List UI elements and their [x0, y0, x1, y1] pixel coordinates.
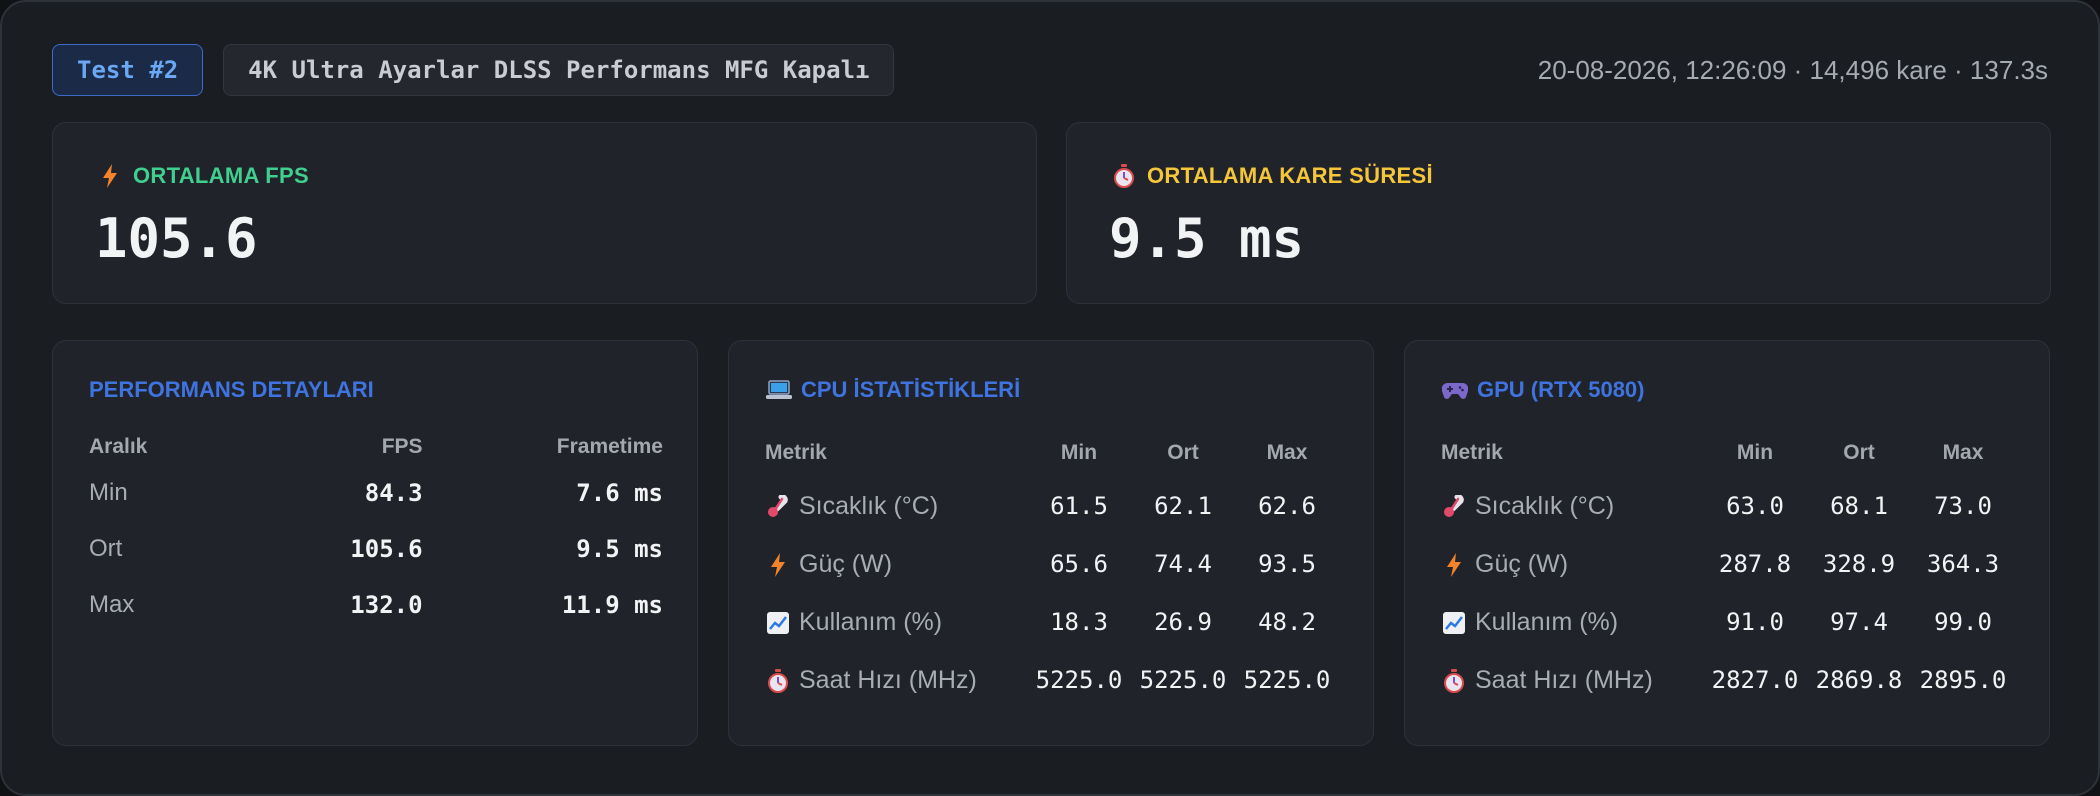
cpu-stats-title: CPU İSTATİSTİKLERİ: [765, 377, 1020, 403]
performance-details-panel: PERFORMANS DETAYLARI Aralık FPS Frametim…: [52, 340, 698, 746]
min-value: 91.0: [1726, 608, 1784, 636]
table-row: Sıcaklık (°C) 63.0 68.1 73.0: [1441, 477, 2015, 535]
performance-table: Aralık FPS Frametime Min 84.3 7.6 ms Ort…: [89, 429, 663, 633]
avg-fps-title: ORTALAMA FPS: [97, 163, 309, 189]
gpu-stats-label: GPU (RTX 5080): [1477, 377, 1645, 402]
table-row: Kullanım (%) 18.3 26.9 48.2: [765, 593, 1339, 651]
max-value: 364.3: [1926, 550, 2000, 578]
metric-label: Güç (W): [1475, 549, 1569, 578]
avg-fps-card: ORTALAMA FPS 105.6: [52, 122, 1037, 304]
bolt-icon: [97, 163, 123, 189]
min-value: 18.3: [1050, 608, 1108, 636]
row-label: Min: [89, 479, 128, 506]
table-row: Ort 105.6 9.5 ms: [89, 521, 663, 577]
cpu-stats-panel: CPU İSTATİSTİKLERİ Metrik Min Ort Max Sı…: [728, 340, 1374, 746]
max-value: 48.2: [1258, 608, 1316, 636]
table-row: Güç (W) 287.8 328.9 364.3: [1441, 535, 2015, 593]
avg-value: 2869.8: [1815, 666, 1903, 694]
avg-value: 74.4: [1154, 550, 1212, 578]
cpu-stats-label: CPU İSTATİSTİKLERİ: [801, 377, 1021, 402]
avg-frametime-title: ORTALAMA KARE SÜRESİ: [1111, 163, 1433, 189]
min-value: 287.8: [1718, 550, 1792, 578]
stopwatch-icon: [1441, 668, 1467, 694]
fps-value: 84.3: [364, 479, 423, 507]
column-header-metric: Metrik: [765, 441, 827, 464]
avg-fps-label: ORTALAMA FPS: [133, 163, 309, 188]
table-row: Saat Hızı (MHz) 5225.0 5225.0 5225.0: [765, 651, 1339, 709]
frametime-value: 9.5 ms: [576, 535, 663, 563]
gpu-stats-title: GPU (RTX 5080): [1441, 377, 1645, 403]
min-value: 2827.0: [1711, 666, 1799, 694]
avg-value: 26.9: [1154, 608, 1212, 636]
table-row: Güç (W) 65.6 74.4 93.5: [765, 535, 1339, 593]
frametime-value: 7.6 ms: [576, 479, 663, 507]
gamepad-icon: [1441, 377, 1469, 403]
avg-value: 5225.0: [1139, 666, 1227, 694]
metric-label: Sıcaklık (°C): [1475, 491, 1615, 520]
metric-label: Güç (W): [799, 549, 893, 578]
avg-value: 97.4: [1830, 608, 1888, 636]
avg-frametime-value: 9.5 ms: [1109, 207, 1305, 270]
max-value: 73.0: [1934, 492, 1992, 520]
test-badge[interactable]: Test #2: [52, 44, 204, 96]
bolt-icon: [1441, 552, 1467, 578]
avg-frametime-card: ORTALAMA KARE SÜRESİ 9.5 ms: [1066, 122, 2051, 304]
metric-label: Saat Hızı (MHz): [799, 665, 977, 694]
avg-frametime-label: ORTALAMA KARE SÜRESİ: [1147, 163, 1433, 188]
column-header-fps: FPS: [381, 435, 423, 458]
max-value: 5225.0: [1243, 666, 1331, 694]
test-name-label: 4K Ultra Ayarlar DLSS Performans MFG Kap…: [223, 44, 895, 96]
gpu-stats-table: Metrik Min Ort Max Sıcaklık (°C) 63.0 68…: [1441, 429, 2015, 709]
gpu-stats-panel: GPU (RTX 5080) Metrik Min Ort Max Sıcakl…: [1404, 340, 2050, 746]
table-row: Max 132.0 11.9 ms: [89, 577, 663, 633]
column-header-avg: Ort: [1167, 441, 1199, 464]
bolt-icon: [765, 552, 791, 578]
max-value: 62.6: [1258, 492, 1316, 520]
metric-label: Sıcaklık (°C): [799, 491, 939, 520]
min-value: 61.5: [1050, 492, 1108, 520]
fps-value: 105.6: [350, 535, 423, 563]
thermometer-icon: [765, 494, 791, 520]
metric-label: Kullanım (%): [799, 607, 943, 636]
row-label: Max: [89, 591, 135, 618]
table-row: Min 84.3 7.6 ms: [89, 465, 663, 521]
max-value: 2895.0: [1919, 666, 2007, 694]
column-header-max: Max: [1942, 441, 1984, 464]
column-header-avg: Ort: [1843, 441, 1875, 464]
metric-label: Saat Hızı (MHz): [1475, 665, 1653, 694]
column-header-metric: Metrik: [1441, 441, 1503, 464]
test-meta: 20-08-2026, 12:26:09 · 14,496 kare · 137…: [1537, 54, 2048, 85]
fps-value: 132.0: [350, 591, 423, 619]
header-bar: Test #2 4K Ultra Ayarlar DLSS Performans…: [52, 44, 2048, 96]
column-header-min: Min: [1060, 441, 1098, 464]
column-header-max: Max: [1266, 441, 1308, 464]
table-row: Sıcaklık (°C) 61.5 62.1 62.6: [765, 477, 1339, 535]
cpu-stats-table: Metrik Min Ort Max Sıcaklık (°C) 61.5 62…: [765, 429, 1339, 709]
chart-icon: [765, 610, 791, 636]
metric-label: Kullanım (%): [1475, 607, 1619, 636]
avg-value: 62.1: [1154, 492, 1212, 520]
stopwatch-icon: [765, 668, 791, 694]
row-label: Ort: [89, 535, 123, 562]
avg-fps-value: 105.6: [95, 207, 258, 270]
column-header-range: Aralık: [89, 435, 148, 458]
column-header-frametime: Frametime: [556, 435, 663, 458]
performance-details-title: PERFORMANS DETAYLARI: [89, 377, 374, 402]
column-header-min: Min: [1736, 441, 1774, 464]
max-value: 99.0: [1934, 608, 1992, 636]
thermometer-icon: [1441, 494, 1467, 520]
min-value: 63.0: [1726, 492, 1784, 520]
chart-icon: [1441, 610, 1467, 636]
avg-value: 68.1: [1830, 492, 1888, 520]
table-row: Kullanım (%) 91.0 97.4 99.0: [1441, 593, 2015, 651]
max-value: 93.5: [1258, 550, 1316, 578]
frametime-value: 11.9 ms: [561, 591, 663, 619]
avg-value: 328.9: [1822, 550, 1896, 578]
table-row: Saat Hızı (MHz) 2827.0 2869.8 2895.0: [1441, 651, 2015, 709]
min-value: 5225.0: [1035, 666, 1123, 694]
laptop-icon: [765, 377, 793, 403]
min-value: 65.6: [1050, 550, 1108, 578]
stopwatch-icon: [1111, 163, 1137, 189]
